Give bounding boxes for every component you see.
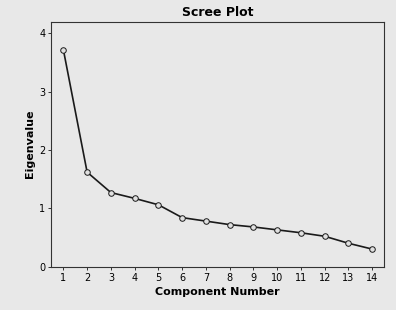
X-axis label: Component Number: Component Number <box>156 287 280 297</box>
Title: Scree Plot: Scree Plot <box>182 6 253 19</box>
Y-axis label: Eigenvalue: Eigenvalue <box>25 110 35 178</box>
